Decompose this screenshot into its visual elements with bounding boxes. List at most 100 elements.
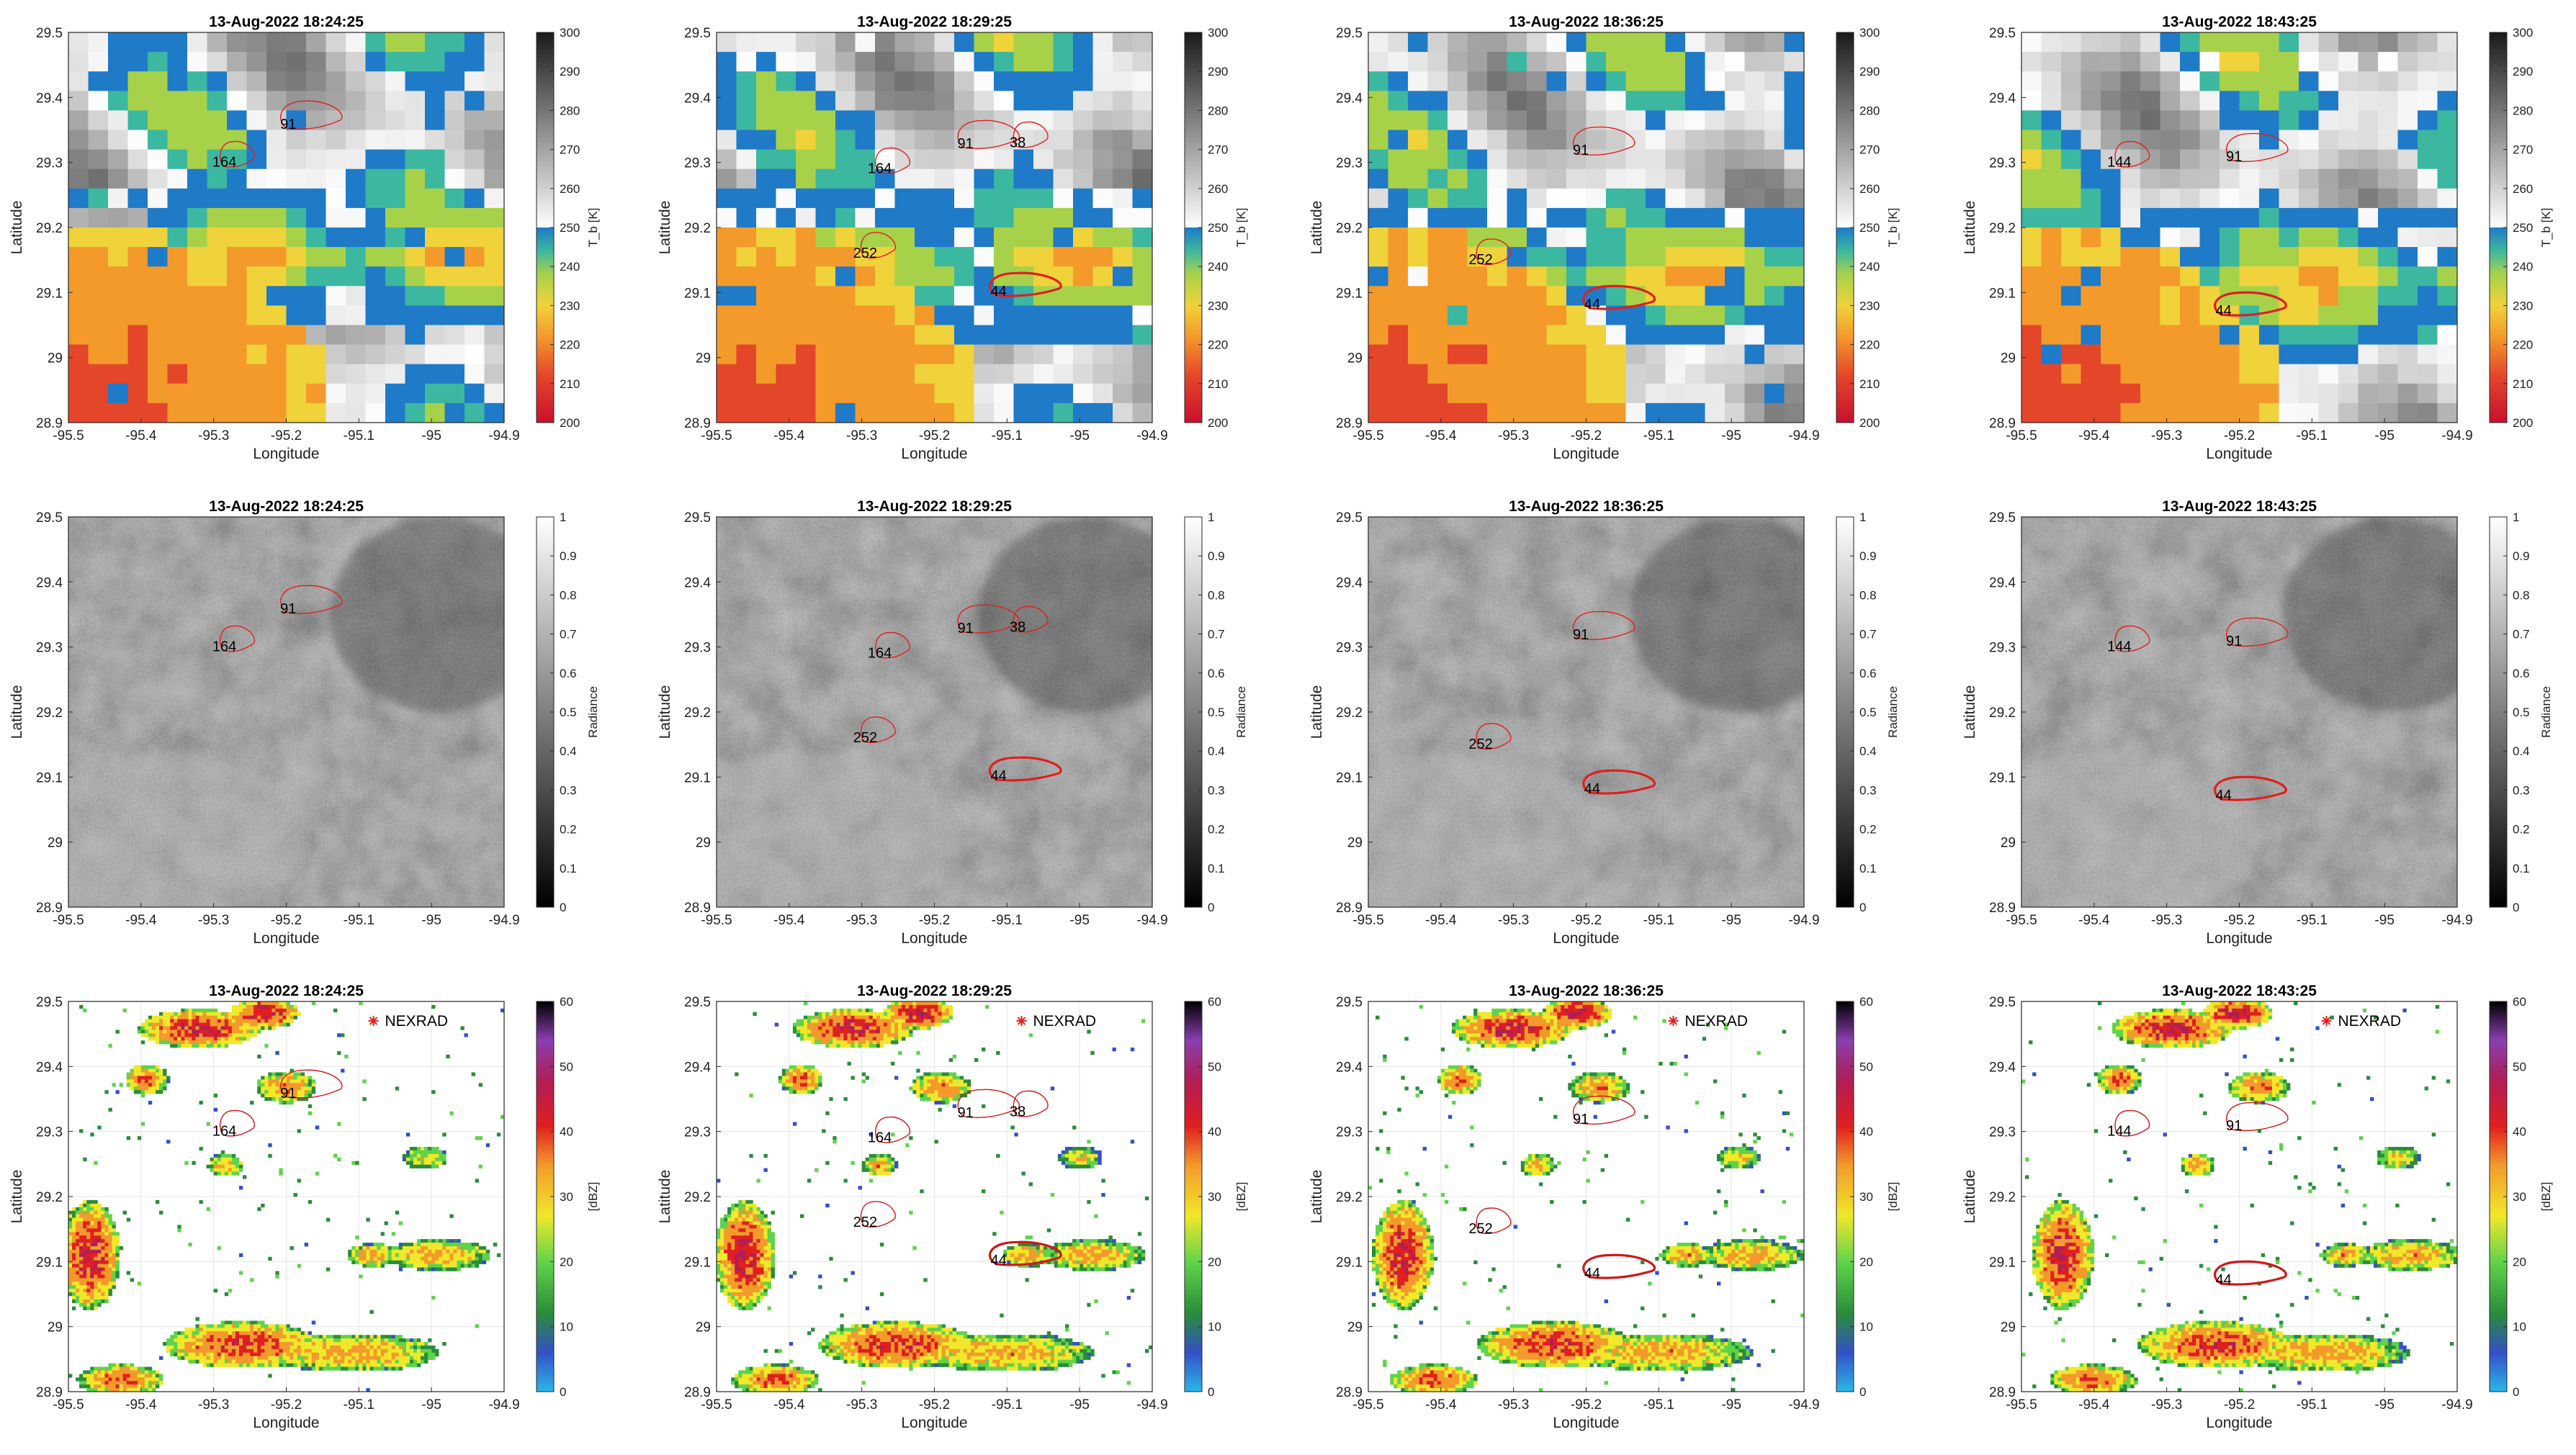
dbz-pixel: [261, 1204, 264, 1207]
tb-pixel: [816, 150, 836, 170]
dbz-pixel: [297, 1342, 301, 1346]
tb-pixel: [187, 345, 207, 365]
tb-pixel: [756, 305, 776, 325]
dbz-pixel: [279, 1012, 282, 1016]
dbz-pixel: [188, 1044, 192, 1048]
dbz-pixel: [731, 1222, 735, 1225]
tb-pixel: [2240, 150, 2260, 170]
dbz-pixel: [225, 1154, 228, 1158]
tb-pixel: [994, 208, 1014, 228]
dbz-pixel: [109, 1257, 112, 1261]
dbz-pixel: [68, 1222, 72, 1225]
dbz-pixel: [337, 1356, 341, 1360]
tb-pixel: [2200, 208, 2220, 228]
tb-pixel: [128, 305, 148, 325]
tb-pixel: [1408, 403, 1428, 423]
dbz-pixel: [253, 1364, 257, 1367]
tb-pixel: [2200, 325, 2220, 346]
dbz-pixel: [323, 1342, 326, 1346]
dbz-pixel: [159, 1073, 163, 1076]
dbz-pixel: [421, 1165, 424, 1168]
dbz-pixel: [337, 1360, 341, 1364]
dbz-pixel: [225, 1019, 228, 1023]
dbz-pixel: [79, 1274, 83, 1278]
tb-pixel: [148, 189, 168, 209]
dbz-pixel: [199, 1328, 203, 1331]
tb-pixel: [954, 71, 974, 91]
dbz-pixel: [355, 1161, 359, 1165]
tb-pixel: [2101, 169, 2121, 189]
x-axis-label: Longitude: [253, 446, 319, 462]
tb-pixel: [89, 110, 109, 130]
dbz-pixel: [287, 1346, 290, 1349]
x-tick-label: -95.2: [271, 428, 302, 443]
tb-pixel: [465, 266, 485, 287]
dbz-pixel: [163, 1016, 166, 1019]
dbz-pixel: [86, 1261, 90, 1264]
dbz-pixel: [268, 1027, 271, 1030]
tb-pixel: [1113, 91, 1133, 111]
dbz-pixel: [141, 1076, 145, 1080]
dbz-pixel: [97, 1253, 101, 1257]
dbz-pixel: [362, 1335, 366, 1338]
dbz-pixel: [738, 1264, 742, 1268]
colorbar-tick-label: 0.8: [560, 588, 577, 602]
tb-pixel: [1646, 305, 1666, 325]
dbz-pixel: [410, 1360, 413, 1364]
dbz-pixel: [86, 1235, 90, 1239]
dbz-pixel: [232, 1009, 235, 1012]
dbz-pixel: [250, 1353, 253, 1356]
dbz-pixel: [366, 1353, 369, 1356]
tb-pixel: [1507, 169, 1527, 189]
dbz-pixel: [228, 1324, 232, 1328]
tb-pixel: [1388, 325, 1409, 346]
dbz-pixel: [261, 1324, 264, 1328]
dbz-pixel: [250, 1364, 253, 1367]
dbz-pixel: [268, 1338, 271, 1342]
x-tick-label: -95.1: [2297, 913, 2328, 928]
tb-pixel: [326, 32, 346, 53]
tb-pixel: [2359, 325, 2379, 346]
dbz-pixel: [279, 1364, 282, 1367]
tb-pixel: [816, 345, 836, 365]
tb-pixel: [405, 91, 426, 111]
dbz-pixel: [123, 1009, 127, 1012]
tb-pixel: [1606, 189, 1626, 209]
tb-pixel: [816, 110, 836, 130]
tb-pixel: [2259, 403, 2279, 423]
dbz-pixel: [188, 1346, 192, 1349]
dbz-pixel: [159, 1086, 163, 1090]
tb-pixel: [717, 189, 737, 209]
tb-pixel: [756, 189, 776, 209]
dbz-pixel: [392, 1257, 395, 1261]
dbz-pixel: [268, 1083, 271, 1086]
dbz-pixel: [717, 1264, 720, 1268]
tb-pixel: [148, 71, 168, 91]
dbz-pixel: [424, 1158, 428, 1161]
dbz-pixel: [250, 1009, 253, 1012]
tb-pixel: [1468, 384, 1488, 404]
dbz-pixel: [134, 1377, 138, 1381]
tb-pixel: [915, 228, 935, 248]
dbz-pixel: [421, 1250, 424, 1253]
tb-pixel: [207, 228, 228, 248]
y-tick-label: 29.1: [684, 286, 711, 301]
dbz-pixel: [312, 1338, 315, 1342]
tb-pixel: [2220, 130, 2240, 150]
dbz-pixel: [101, 1232, 104, 1235]
tb-pixel: [1113, 305, 1133, 325]
tb-pixel: [2220, 228, 2240, 248]
dbz-pixel: [246, 1324, 250, 1328]
tb-pixel: [835, 403, 856, 423]
tb-pixel: [1685, 325, 1705, 346]
dbz-pixel: [264, 1094, 268, 1097]
tb-pixel: [89, 169, 109, 189]
dbz-pixel: [83, 1299, 86, 1303]
dbz-pixel: [145, 1090, 148, 1094]
dbz-pixel: [104, 1232, 108, 1235]
tb-pixel: [1033, 384, 1054, 404]
tb-pixel: [737, 169, 757, 189]
tb-pixel: [1764, 247, 1785, 267]
tb-pixel: [1388, 384, 1409, 404]
dbz-pixel: [738, 1253, 742, 1257]
